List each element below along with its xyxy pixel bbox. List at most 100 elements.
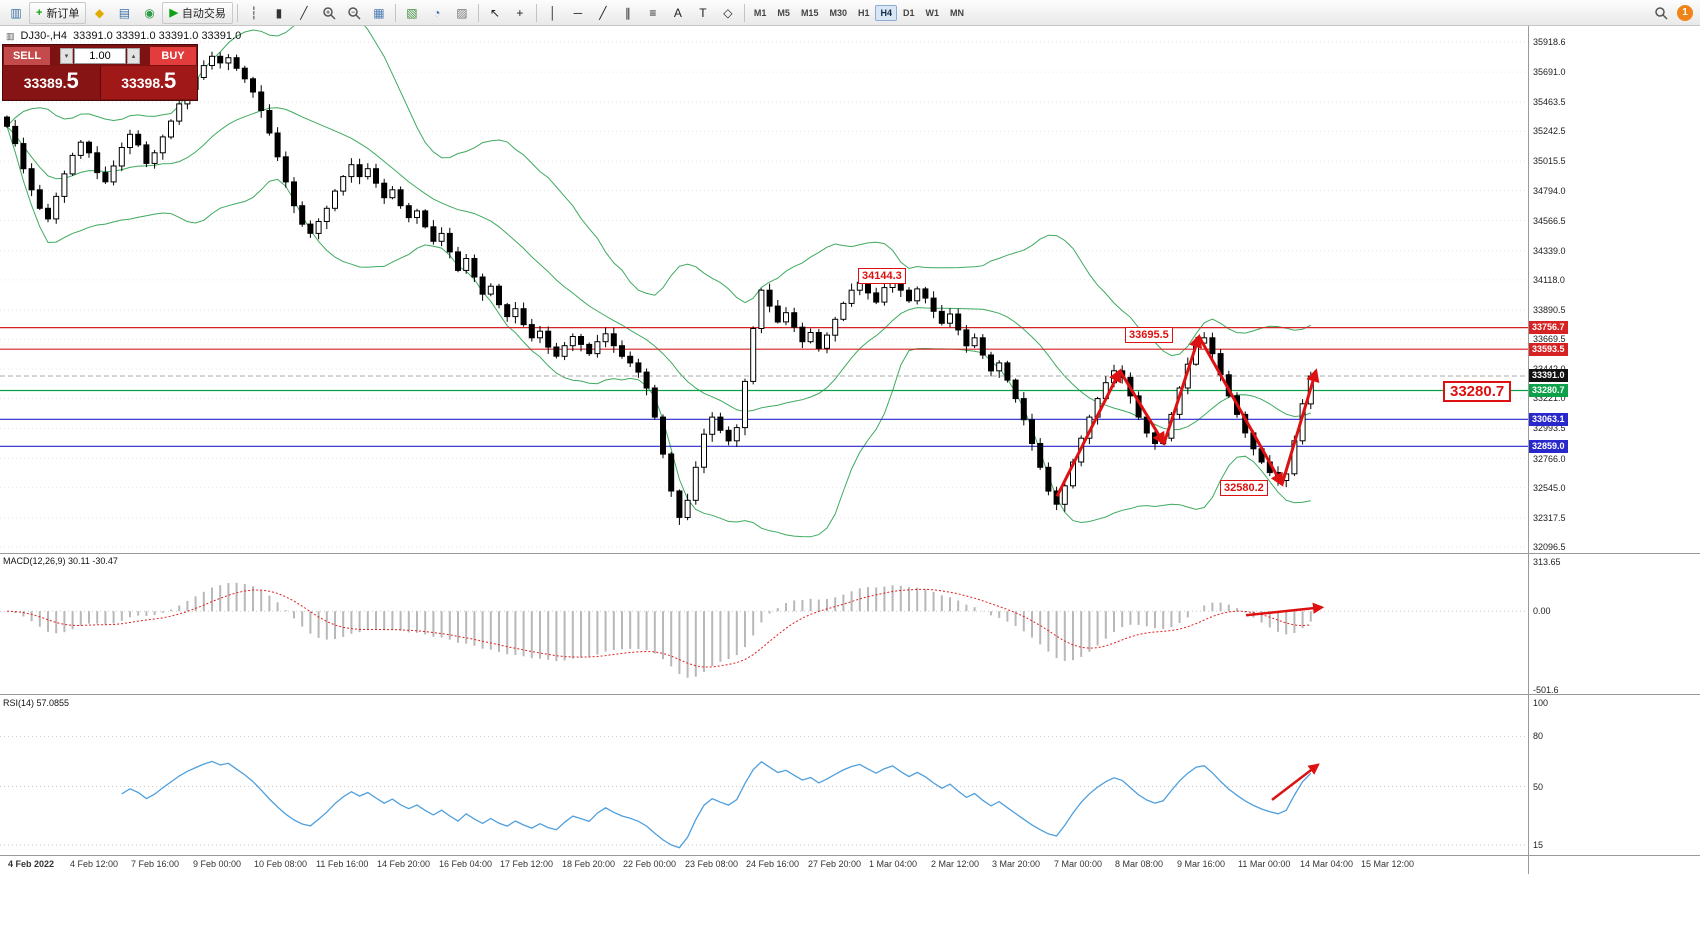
text-tool-icon[interactable]: A [673, 5, 682, 20]
price-axis-label: 35015.5 [1533, 156, 1566, 166]
fibonacci-icon[interactable]: ≡ [649, 5, 657, 20]
timeframe-w1-button[interactable]: W1 [925, 7, 940, 18]
horizontal-line-icon[interactable]: ─ [573, 5, 583, 20]
price-axis: 35918.6 35691.0 35463.5 35242.5 35015.5 34794… [1529, 26, 1699, 874]
line-chart-icon[interactable]: ╱ [300, 5, 308, 20]
panel-separator[interactable] [0, 553, 1700, 554]
timeframe-d1-button[interactable]: D1 [903, 7, 915, 18]
svg-text:+: + [326, 9, 330, 16]
vertical-line-icon[interactable]: │ [549, 5, 557, 20]
trendline-icon[interactable]: ╱ [599, 5, 607, 20]
time-axis-label: 22 Feb 00:00 [623, 859, 677, 869]
auto-trading-button[interactable]: ▶ 自动交易 [162, 1, 233, 24]
symbol-header: ▥ DJ30-,H4 33391.0 33391.0 33391.0 33391… [6, 30, 241, 42]
price-chart-canvas[interactable] [0, 26, 1528, 553]
equidistant-channel-icon[interactable]: ∥ [624, 5, 631, 20]
volume-control: ▾ ▴ [51, 47, 149, 65]
svg-text:−: − [351, 9, 355, 16]
time-axis-label: 14 Feb 20:00 [377, 859, 431, 869]
volume-input[interactable] [74, 47, 126, 64]
price-axis-label: 32545.0 [1533, 483, 1566, 493]
time-axis-label: 4 Feb 2022 [8, 859, 55, 869]
timeframe-m15-button[interactable]: M15 [800, 7, 819, 18]
price-axis-label: 34118.0 [1533, 275, 1565, 285]
time-axis-label: 7 Mar 00:00 [1054, 859, 1103, 869]
time-axis-label: 18 Feb 20:00 [562, 859, 616, 869]
volume-increase-button[interactable]: ▴ [127, 47, 140, 64]
time-axis: 4 Feb 2022 4 Feb 12:00 7 Feb 16:00 9 Feb 00… [0, 856, 1528, 874]
price-tag: 33756.7 [1529, 321, 1568, 334]
text-label-icon[interactable]: T [699, 5, 707, 20]
price-axis-label: 33669.5 [1533, 334, 1566, 344]
price-axis-label: 32766.0 [1533, 454, 1566, 464]
price-axis-label: 33890.5 [1533, 305, 1566, 315]
symbol-ohlc: 33391.0 33391.0 33391.0 33391.0 [72, 30, 242, 42]
timeframe-h4-button[interactable]: H4 [875, 4, 897, 21]
period-icon[interactable]: ◔ [433, 5, 441, 20]
community-icon[interactable]: ◉ [144, 5, 155, 20]
new-order-icon: + [36, 6, 43, 19]
time-axis-label: 10 Feb 08:00 [254, 859, 308, 869]
symbol-name: DJ30-,H4 [20, 30, 67, 42]
panel-separator[interactable] [0, 694, 1700, 695]
favorites-icon[interactable]: ◆ [94, 5, 105, 20]
zoom-out-icon[interactable]: − [342, 2, 366, 24]
panel-separator [0, 855, 1700, 856]
market-watch-icon[interactable]: ▤ [118, 5, 131, 20]
arrows-tool-icon[interactable]: ◇ [723, 5, 733, 20]
chart-window-icon[interactable]: ▥ [10, 5, 22, 20]
new-order-button[interactable]: + 新订单 [29, 1, 87, 24]
sell-button[interactable]: SELL [4, 46, 50, 65]
time-axis-label: 9 Mar 16:00 [1177, 859, 1226, 869]
rsi-axis-label: 100 [1533, 698, 1549, 708]
price-tag: 33391.0 [1529, 369, 1568, 382]
bars-chart-icon[interactable]: ┆ [250, 5, 258, 20]
price-tag: 32859.0 [1529, 440, 1568, 453]
time-axis-label: 3 Mar 20:00 [992, 859, 1041, 869]
cursor-icon[interactable]: ↖ [489, 5, 500, 20]
price-tag: 33280.7 [1529, 384, 1568, 397]
time-axis-label: 15 Mar 12:00 [1361, 859, 1415, 869]
volume-decrease-button[interactable]: ▾ [60, 47, 73, 64]
price-axis-label: 35918.6 [1533, 37, 1566, 47]
price-tag: 33593.5 [1529, 343, 1568, 356]
price-axis-label: 33221.0 [1533, 393, 1566, 403]
macd-indicator-canvas[interactable] [0, 554, 1528, 694]
timeframe-m1-button[interactable]: M1 [753, 7, 767, 18]
toolbar-separator [743, 3, 745, 22]
timeframe-m5-button[interactable]: M5 [777, 7, 790, 18]
search-icon[interactable] [1649, 2, 1673, 24]
templates-icon[interactable]: ▨ [456, 5, 468, 20]
rsi-axis-label: 15 [1533, 840, 1544, 850]
price-axis-label: 35242.5 [1533, 126, 1566, 136]
rsi-indicator-canvas[interactable] [0, 695, 1528, 855]
time-axis-label: 2 Mar 12:00 [931, 859, 980, 869]
zoom-in-icon[interactable]: + [317, 2, 341, 24]
timeframe-m30-button[interactable]: M30 [829, 7, 847, 18]
price-axis-label: 32096.5 [1533, 542, 1566, 552]
toolbar-separator [535, 3, 537, 22]
time-axis-label: 11 Feb 16:00 [316, 859, 369, 869]
price-tag: 33063.1 [1529, 413, 1568, 426]
price-axis-label: 34794.0 [1533, 186, 1566, 196]
timeframe-mn-button[interactable]: MN [950, 7, 965, 18]
symbol-icon: ▥ [6, 30, 15, 41]
crosshair-icon[interactable]: + [516, 5, 524, 20]
timeframe-h1-button[interactable]: H1 [857, 7, 870, 18]
new-chart-icon[interactable]: ▧ [406, 5, 418, 20]
time-axis-label: 23 Feb 08:00 [685, 859, 739, 869]
one-click-trading-panel: SELL ▾ ▴ BUY 33389.5 33398.5 [2, 44, 198, 101]
price-axis-label: 35691.0 [1533, 67, 1566, 77]
time-axis-label: 9 Feb 00:00 [193, 859, 242, 869]
price-axis-label: 32993.5 [1533, 423, 1566, 433]
price-axis-label: 34339.0 [1533, 246, 1566, 256]
price-axis-border [1528, 26, 1529, 874]
time-axis-label: 8 Mar 08:00 [1115, 859, 1164, 869]
candlestick-chart-icon[interactable]: ▮ [275, 5, 283, 20]
buy-button[interactable]: BUY [150, 46, 196, 65]
macd-axis-label: -501.6 [1533, 685, 1559, 695]
notification-badge[interactable]: 1 [1677, 4, 1693, 21]
tile-windows-icon[interactable]: ▦ [373, 5, 385, 20]
time-axis-label: 4 Feb 12:00 [70, 859, 119, 869]
